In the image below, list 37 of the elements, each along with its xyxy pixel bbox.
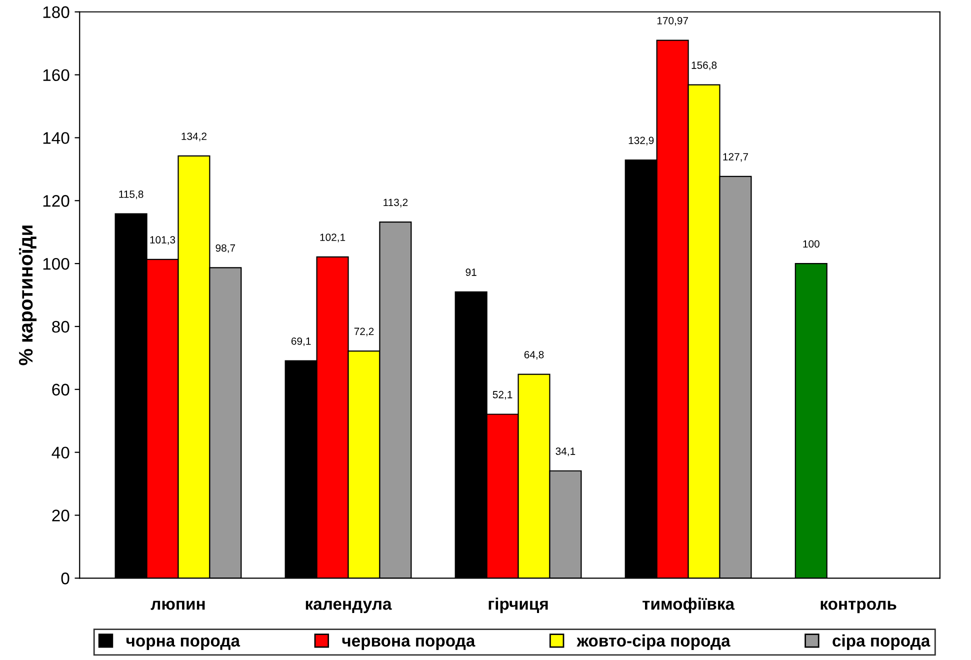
x-tick-label: гірчиця (488, 598, 548, 614)
data-label: 98,7 (216, 244, 236, 253)
data-label: 52,1 (492, 390, 512, 400)
y-tick-label: 20 (52, 510, 70, 522)
y-tick-label: 60 (52, 384, 70, 396)
data-label: 101,3 (150, 236, 176, 245)
y-tick-label: 180 (43, 6, 70, 18)
data-label: 91 (466, 268, 476, 276)
data-label: 72,2 (354, 328, 374, 336)
y-tick-label: 100 (43, 258, 70, 270)
legend-label: червона порода (342, 638, 476, 650)
data-label: 34,1 (556, 448, 576, 456)
data-label: 156,8 (692, 62, 717, 70)
y-tick-label: 0 (61, 572, 70, 584)
data-label: 127,7 (723, 153, 748, 162)
data-label: 115,8 (119, 190, 144, 200)
x-tick-label: контроль (820, 600, 896, 614)
data-label: 132,9 (628, 136, 654, 146)
y-tick-label: 40 (52, 446, 70, 459)
data-label: 134,2 (182, 132, 206, 142)
data-label: 102,1 (320, 234, 346, 242)
y-tick-label: 160 (43, 69, 70, 82)
legend-label: чорна порода (126, 638, 240, 650)
data-label: 100 (803, 240, 820, 248)
y-axis-title: % каротиноїди (18, 226, 37, 366)
data-label: 64,8 (524, 350, 544, 360)
data-label: 113,2 (384, 198, 408, 208)
x-tick-label: тимофіївка (642, 598, 735, 614)
y-tick-label: 80 (52, 320, 70, 333)
y-tick-label: 140 (43, 132, 70, 144)
y-tick-label: 120 (43, 195, 70, 207)
legend-label: сіра порода (832, 634, 930, 650)
data-label: 170,97 (657, 16, 688, 26)
x-tick-label: люпин (150, 600, 205, 610)
x-tick-label: календула (306, 600, 392, 614)
data-label: 69,1 (291, 337, 311, 346)
legend-label: жовто-сіра порода (576, 634, 730, 650)
